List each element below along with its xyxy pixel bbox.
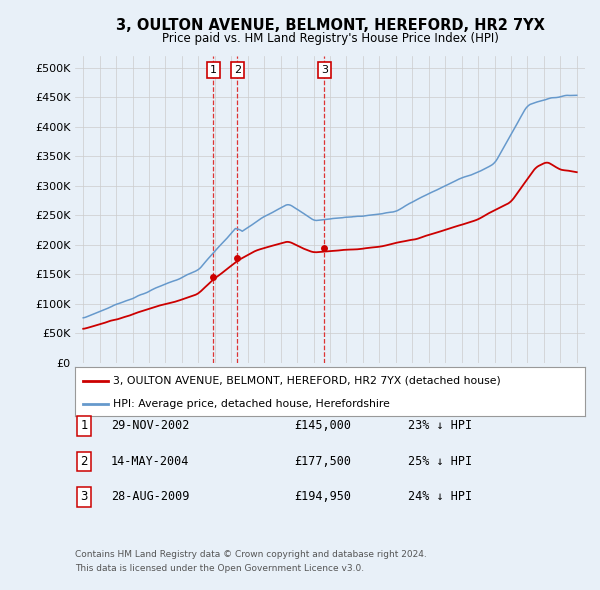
Text: This data is licensed under the Open Government Licence v3.0.: This data is licensed under the Open Gov… — [75, 565, 364, 573]
Text: 3: 3 — [321, 65, 328, 75]
Text: 28-AUG-2009: 28-AUG-2009 — [111, 490, 190, 503]
Text: 24% ↓ HPI: 24% ↓ HPI — [408, 490, 472, 503]
Text: 23% ↓ HPI: 23% ↓ HPI — [408, 419, 472, 432]
Text: £177,500: £177,500 — [294, 455, 351, 468]
Text: 14-MAY-2004: 14-MAY-2004 — [111, 455, 190, 468]
Text: £194,950: £194,950 — [294, 490, 351, 503]
Text: 3, OULTON AVENUE, BELMONT, HEREFORD, HR2 7YX: 3, OULTON AVENUE, BELMONT, HEREFORD, HR2… — [116, 18, 544, 32]
Text: Contains HM Land Registry data © Crown copyright and database right 2024.: Contains HM Land Registry data © Crown c… — [75, 550, 427, 559]
Text: 1: 1 — [80, 419, 88, 432]
Text: 3, OULTON AVENUE, BELMONT, HEREFORD, HR2 7YX (detached house): 3, OULTON AVENUE, BELMONT, HEREFORD, HR2… — [113, 376, 501, 386]
Text: 2: 2 — [234, 65, 241, 75]
Text: HPI: Average price, detached house, Herefordshire: HPI: Average price, detached house, Here… — [113, 399, 390, 409]
Text: Price paid vs. HM Land Registry's House Price Index (HPI): Price paid vs. HM Land Registry's House … — [161, 32, 499, 45]
Text: £145,000: £145,000 — [294, 419, 351, 432]
Text: 29-NOV-2002: 29-NOV-2002 — [111, 419, 190, 432]
Text: 2: 2 — [80, 455, 88, 468]
Text: 1: 1 — [210, 65, 217, 75]
Text: 3: 3 — [80, 490, 88, 503]
Text: 25% ↓ HPI: 25% ↓ HPI — [408, 455, 472, 468]
